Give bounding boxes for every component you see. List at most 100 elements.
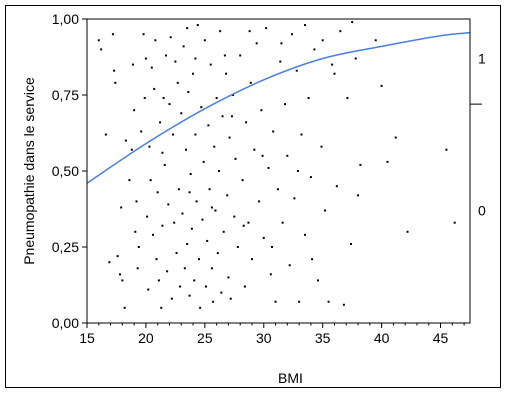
data-point bbox=[174, 60, 177, 63]
data-point bbox=[255, 42, 258, 45]
data-point bbox=[296, 170, 299, 172]
data-point bbox=[225, 72, 228, 75]
data-point bbox=[162, 97, 165, 100]
logistic-fit-line bbox=[86, 31, 471, 184]
data-point bbox=[111, 33, 114, 36]
data-point bbox=[291, 33, 294, 36]
data-point bbox=[339, 30, 342, 33]
data-point bbox=[146, 215, 149, 218]
data-point bbox=[169, 36, 172, 39]
data-point bbox=[188, 294, 191, 297]
data-point bbox=[140, 130, 143, 133]
data-point bbox=[215, 97, 218, 100]
data-point bbox=[124, 139, 127, 142]
data-point bbox=[150, 66, 153, 69]
data-point bbox=[445, 148, 448, 151]
data-point bbox=[327, 300, 330, 303]
x-tick-label: 45 bbox=[433, 330, 449, 346]
data-point bbox=[271, 246, 274, 248]
axis-labels: 15 20 25 30 35 40 45 0,00 0,25 0,50 0,75 1,00 BMI Pne… bbox=[21, 11, 486, 386]
data-point bbox=[97, 39, 100, 42]
data-point bbox=[219, 30, 222, 33]
x-tick-label: 35 bbox=[315, 330, 331, 346]
data-point bbox=[194, 57, 197, 60]
data-point bbox=[359, 163, 362, 166]
data-point bbox=[374, 39, 377, 42]
y-tick-label: 0,25 bbox=[52, 239, 79, 255]
y-tick-label: 0,50 bbox=[52, 163, 79, 179]
data-point bbox=[182, 45, 185, 48]
data-point bbox=[121, 279, 124, 282]
data-point bbox=[229, 297, 232, 300]
data-point bbox=[304, 233, 307, 236]
data-point bbox=[351, 21, 354, 24]
data-point bbox=[286, 154, 289, 157]
data-point bbox=[212, 300, 215, 303]
data-point bbox=[274, 300, 277, 303]
data-point bbox=[151, 233, 154, 236]
data-point bbox=[320, 145, 323, 148]
data-point bbox=[217, 170, 220, 172]
data-point bbox=[116, 255, 119, 258]
data-point bbox=[193, 279, 196, 282]
data-point bbox=[157, 279, 160, 282]
data-point bbox=[321, 39, 324, 42]
data-point bbox=[380, 84, 383, 87]
data-point bbox=[187, 90, 190, 93]
data-point bbox=[354, 57, 357, 60]
data-point bbox=[311, 258, 314, 261]
data-point bbox=[154, 39, 157, 42]
data-point bbox=[144, 57, 147, 60]
data-point bbox=[159, 121, 162, 124]
y-axis-title: Pneumopathie dans le service bbox=[21, 77, 37, 265]
data-point bbox=[173, 221, 176, 224]
data-point bbox=[194, 133, 197, 136]
data-point bbox=[272, 130, 275, 133]
data-point bbox=[186, 27, 189, 30]
data-point bbox=[406, 230, 409, 233]
right-axis-label: 1 bbox=[478, 51, 486, 67]
data-point bbox=[189, 173, 192, 176]
data-point bbox=[166, 270, 169, 273]
data-point bbox=[232, 94, 235, 96]
data-point bbox=[161, 224, 164, 227]
data-point bbox=[207, 124, 210, 127]
data-point bbox=[331, 63, 334, 66]
right-axis-label: 0 bbox=[478, 203, 486, 219]
data-point bbox=[226, 194, 229, 197]
data-point bbox=[324, 209, 327, 212]
data-point bbox=[253, 148, 256, 151]
data-point bbox=[269, 273, 272, 276]
data-point bbox=[205, 285, 208, 288]
data-point bbox=[137, 246, 140, 248]
x-tick-label: 40 bbox=[374, 330, 390, 346]
data-point bbox=[118, 273, 121, 276]
data-point bbox=[293, 197, 296, 200]
data-point bbox=[309, 176, 312, 179]
data-point bbox=[248, 30, 251, 33]
data-point bbox=[180, 112, 183, 115]
data-point bbox=[186, 242, 189, 245]
data-point bbox=[313, 48, 316, 51]
y-tick-label: 1,00 bbox=[52, 11, 79, 27]
data-point bbox=[183, 267, 186, 270]
data-point bbox=[195, 200, 198, 203]
data-point bbox=[236, 246, 239, 248]
data-point bbox=[213, 145, 216, 148]
x-tick-label: 25 bbox=[197, 330, 213, 346]
data-point bbox=[295, 69, 298, 72]
data-point bbox=[280, 42, 283, 45]
data-point bbox=[143, 97, 146, 100]
plot-box bbox=[86, 18, 471, 324]
data-point bbox=[222, 230, 225, 233]
data-point bbox=[155, 258, 158, 261]
data-point bbox=[247, 221, 250, 224]
data-point bbox=[177, 188, 180, 191]
data-point bbox=[300, 133, 303, 136]
data-point bbox=[453, 221, 456, 224]
data-point bbox=[135, 200, 138, 203]
data-point bbox=[192, 72, 195, 75]
data-point bbox=[276, 188, 279, 191]
data-point bbox=[181, 212, 184, 215]
data-point bbox=[357, 194, 360, 197]
